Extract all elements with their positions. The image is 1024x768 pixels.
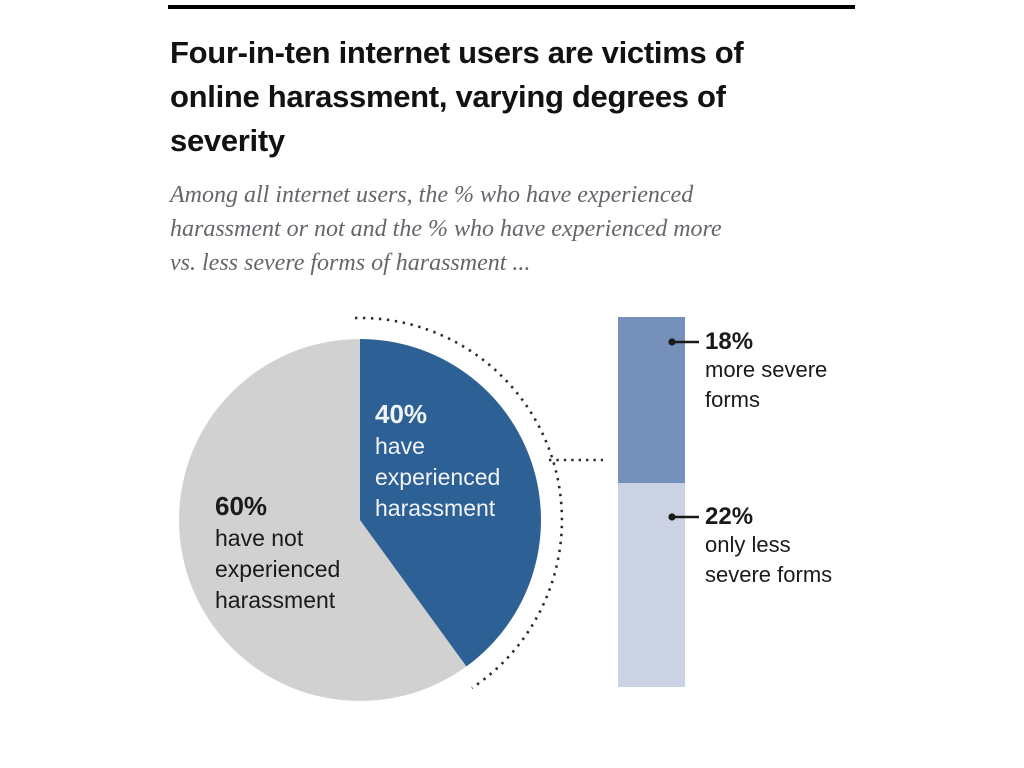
chart-subtitle-line: vs. less severe forms of harassment ... xyxy=(170,250,531,276)
pie-label-not-experienced-line: harassment xyxy=(215,587,336,613)
bar-label-more-severe: 18% more severe forms xyxy=(705,329,827,415)
chart-subtitle-line: Among all internet users, the % who have… xyxy=(170,182,694,208)
pie-label-experienced-pct: 40% xyxy=(375,399,428,429)
chart-title-line: Four-in-ten internet users are victims o… xyxy=(170,35,744,70)
bar-label-less-severe-line: severe forms xyxy=(705,562,833,587)
bar-label-more-severe-pct: 18% xyxy=(705,328,754,355)
leader-dot-more-severe xyxy=(668,338,676,346)
chart-subtitle: Among all internet users, the % who have… xyxy=(170,178,910,280)
chart-subtitle-line: harassment or not and the % who have exp… xyxy=(170,216,722,242)
pie-label-not-experienced-line: have not xyxy=(215,525,304,551)
pie-label-experienced-line: have xyxy=(375,433,425,459)
severity-dotted-arc xyxy=(354,316,564,690)
pie-label-experienced-line: harassment xyxy=(375,495,496,521)
pie-label-experienced: 40% have experienced harassment xyxy=(375,398,500,524)
chart-title-line: severity xyxy=(170,123,285,158)
bar-label-more-severe-line: more severe xyxy=(705,357,828,382)
leader-dot-less-severe xyxy=(668,513,676,521)
pie-label-not-experienced-pct: 60% xyxy=(215,491,268,521)
pie-label-not-experienced-line: experienced xyxy=(215,556,341,582)
pie-slice-experienced xyxy=(360,339,541,667)
bar-label-less-severe-pct: 22% xyxy=(705,503,754,530)
pie-label-not-experienced: 60% have not experienced harassment xyxy=(215,490,340,616)
chart-title: Four-in-ten internet users are victims o… xyxy=(170,31,890,163)
chart-title-line: online harassment, varying degrees of xyxy=(170,79,726,114)
bar-segment-less-severe xyxy=(618,483,685,687)
pie-label-experienced-line: experienced xyxy=(375,464,501,490)
bar-label-less-severe: 22% only less severe forms xyxy=(705,504,832,590)
bar-label-more-severe-line: forms xyxy=(705,387,760,412)
top-rule xyxy=(168,5,855,9)
bar-label-less-severe-line: only less xyxy=(705,532,791,557)
